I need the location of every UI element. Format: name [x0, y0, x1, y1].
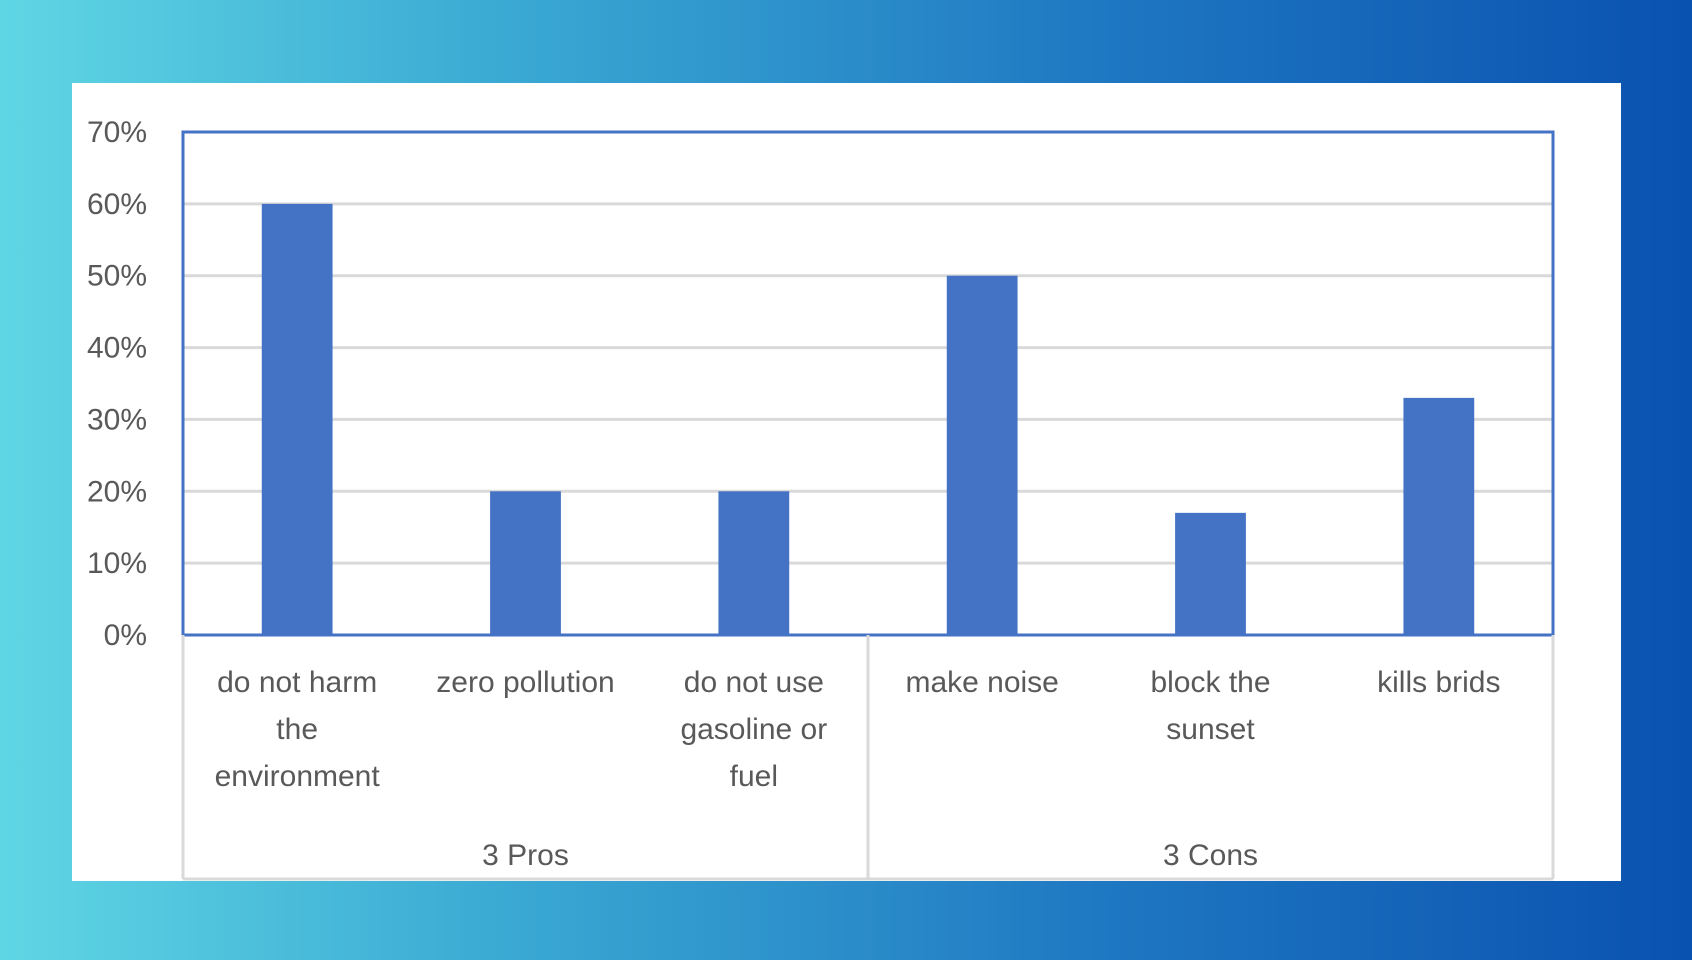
bar	[718, 491, 790, 635]
category-label: gasoline or	[680, 713, 827, 746]
category-label: the	[276, 713, 318, 746]
y-tick-label: 10%	[87, 547, 147, 580]
group-label: 3 Cons	[1163, 839, 1258, 872]
category-label: sunset	[1166, 713, 1255, 746]
bar	[490, 491, 561, 635]
bar	[946, 275, 1018, 635]
y-tick-label: 20%	[87, 475, 147, 508]
category-label: make noise	[905, 666, 1058, 699]
category-label: environment	[215, 760, 381, 793]
y-tick-label: 50%	[87, 260, 147, 293]
y-tick-label: 70%	[87, 116, 147, 149]
y-tick-label: 30%	[87, 403, 147, 436]
category-label: kills brids	[1377, 666, 1500, 699]
category-label: do not use	[684, 666, 824, 699]
y-tick-label: 0%	[104, 619, 147, 652]
category-label: block the	[1150, 666, 1270, 699]
category-label: do not harm	[217, 666, 377, 699]
bar	[1175, 512, 1246, 635]
category-label: zero pollution	[436, 666, 614, 699]
y-tick-label: 60%	[87, 188, 147, 221]
group-label: 3 Pros	[482, 839, 569, 872]
bar-chart: 0% 10% 20% 30% 40% 50% 60% 70% do not harm the env…	[87, 116, 1555, 881]
bar	[1403, 397, 1475, 635]
category-label: fuel	[730, 760, 778, 793]
plot-frame	[181, 130, 1555, 637]
y-tick-label: 40%	[87, 332, 147, 365]
chart-card: 0% 10% 20% 30% 40% 50% 60% 70% do not harm the env…	[72, 83, 1621, 881]
bar	[261, 203, 333, 635]
